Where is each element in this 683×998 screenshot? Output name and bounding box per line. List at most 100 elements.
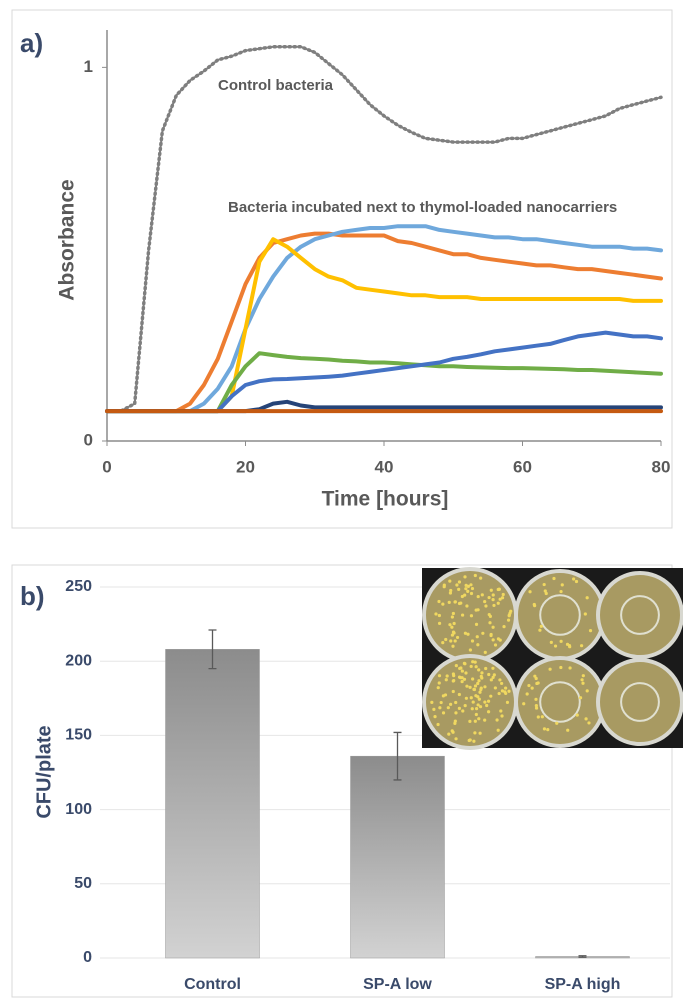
colony	[496, 601, 500, 605]
colony	[496, 587, 500, 592]
photo-inset	[422, 567, 683, 750]
colony	[486, 710, 491, 714]
colony	[468, 648, 472, 652]
colony	[479, 687, 483, 692]
colony	[473, 719, 477, 723]
colony	[489, 588, 493, 592]
colony	[498, 678, 502, 682]
colony	[475, 635, 479, 639]
colony	[437, 681, 441, 685]
colony	[463, 704, 467, 708]
colony	[483, 650, 487, 654]
petri-dish	[422, 567, 518, 663]
colony	[477, 717, 481, 721]
colony	[492, 673, 496, 677]
line-series	[105, 224, 663, 414]
colony	[483, 685, 487, 689]
colony	[585, 596, 589, 600]
colony	[460, 594, 464, 599]
colony	[451, 611, 455, 616]
colony	[535, 681, 539, 686]
colony	[454, 700, 458, 705]
colony	[500, 689, 505, 693]
panel-frame	[11, 9, 673, 529]
colony	[433, 715, 437, 719]
colony	[546, 728, 550, 732]
colony	[522, 702, 526, 706]
colony	[580, 678, 584, 682]
colony	[495, 718, 499, 722]
y-tick-label: 100	[65, 801, 92, 818]
colony	[450, 625, 454, 629]
colony	[462, 661, 467, 665]
colony	[534, 706, 539, 710]
colony	[491, 675, 495, 679]
colony	[480, 671, 484, 675]
y-tick-label: 0	[83, 949, 92, 966]
annotation: Bacteria incubated next to thymol-loaded…	[228, 199, 617, 216]
colony	[459, 601, 463, 605]
colony	[584, 717, 588, 721]
colony	[473, 684, 478, 688]
colony	[438, 706, 442, 710]
colony	[450, 615, 454, 619]
colony	[487, 595, 491, 600]
colony	[500, 681, 504, 686]
colony	[507, 614, 511, 618]
colony	[430, 700, 434, 704]
colony	[549, 640, 553, 644]
colony	[503, 690, 507, 694]
line-series	[105, 237, 663, 414]
colony	[497, 691, 501, 696]
y-axis-title: Absorbance	[56, 179, 79, 300]
colony	[477, 679, 481, 683]
colony	[534, 676, 538, 681]
error-bar	[393, 731, 402, 781]
colony	[461, 709, 465, 713]
colony	[485, 703, 489, 708]
x-axis-title: Time [hours]	[322, 488, 449, 511]
colony	[446, 706, 450, 710]
colony	[478, 690, 482, 694]
x-tick-label: 20	[236, 457, 255, 476]
y-tick-label: 250	[65, 578, 92, 595]
colony	[525, 692, 529, 696]
colony	[451, 730, 455, 734]
colony	[463, 593, 467, 597]
colony	[470, 707, 474, 711]
colony	[474, 665, 478, 669]
colony	[476, 703, 480, 707]
colony	[578, 696, 583, 700]
colony	[568, 666, 572, 670]
petri-dish	[596, 658, 683, 746]
colony	[489, 678, 493, 682]
colony	[481, 631, 485, 635]
colony	[530, 686, 534, 690]
colony	[559, 639, 563, 643]
colony	[491, 598, 495, 602]
colony	[454, 664, 458, 668]
colony	[460, 676, 464, 680]
colony	[534, 703, 538, 708]
colony	[536, 715, 540, 719]
colony	[479, 576, 483, 580]
colony	[451, 644, 455, 648]
colony	[464, 696, 468, 700]
colony	[473, 731, 477, 735]
colony	[487, 672, 491, 677]
colony	[465, 604, 469, 608]
colony	[441, 602, 445, 606]
colony	[553, 644, 558, 648]
colony	[500, 596, 505, 600]
colony	[491, 625, 495, 629]
y-tick-label: 150	[65, 727, 92, 744]
colony	[469, 614, 474, 618]
y-tick-label: 1	[84, 57, 93, 76]
colony	[448, 623, 452, 627]
colony	[474, 622, 479, 627]
colony	[473, 573, 477, 578]
colony	[453, 719, 457, 723]
colony	[581, 674, 585, 678]
colony	[463, 631, 468, 635]
